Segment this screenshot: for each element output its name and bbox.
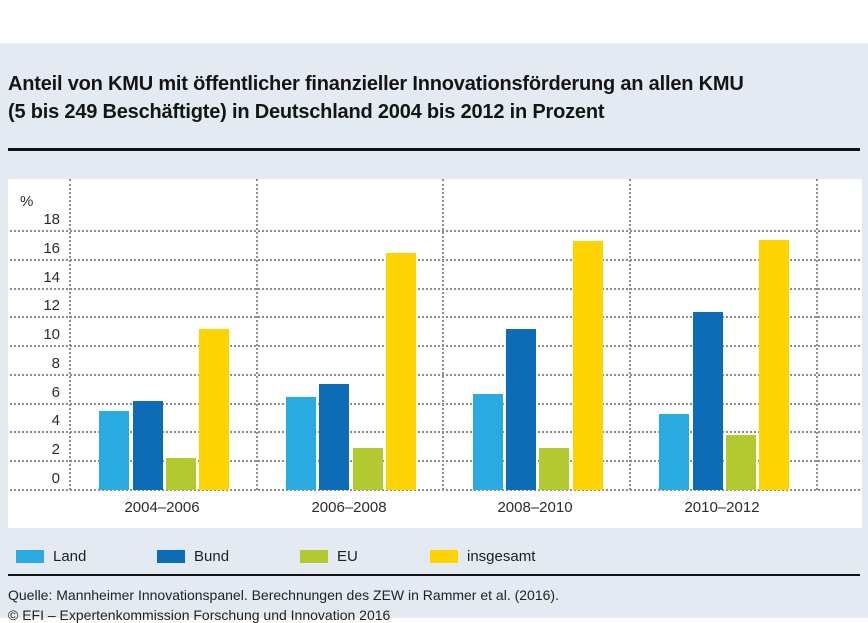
plot-area: % 0 2 4 6 8 10 12 14 16 18 2004–2006 2006–2008 2008–… xyxy=(8,179,862,528)
h-gridline-6 xyxy=(10,403,860,405)
x-category-label-2010-2012: 2010–2012 xyxy=(684,499,760,516)
h-gridline-8 xyxy=(10,374,860,376)
source-text: Quelle: Mannheimer Innovationspanel. Ber… xyxy=(8,587,559,603)
bar-insgesamt-2010-2012 xyxy=(759,240,789,490)
chart-title: Anteil von KMU mit öffentlicher finanzie… xyxy=(8,70,848,126)
y-tick-label-12: 12 xyxy=(43,297,60,314)
bar-eu-2006-2008 xyxy=(353,448,383,490)
bar-insgesamt-2004-2006 xyxy=(199,329,229,490)
bar-bund-2004-2006 xyxy=(133,401,163,490)
y-tick-label-2: 2 xyxy=(51,441,60,458)
bar-bund-2010-2012 xyxy=(693,312,723,490)
bar-land-2004-2006 xyxy=(99,411,129,490)
h-gridline-4 xyxy=(10,431,860,433)
v-gridline-4 xyxy=(816,179,818,490)
chart-title-line-1: Anteil von KMU mit öffentlicher finanzie… xyxy=(8,73,744,95)
h-gridline-2 xyxy=(10,460,860,462)
h-gridline-18 xyxy=(10,230,860,232)
bar-insgesamt-2008-2010 xyxy=(573,241,603,490)
y-tick-label-0: 0 xyxy=(51,470,60,487)
y-tick-label-14: 14 xyxy=(43,269,60,286)
h-gridline-10 xyxy=(10,345,860,347)
y-tick-label-16: 16 xyxy=(43,240,60,257)
bar-bund-2006-2008 xyxy=(319,384,349,490)
y-axis-unit-label: % xyxy=(20,193,34,210)
x-category-label-2006-2008: 2006–2008 xyxy=(311,499,387,516)
bar-land-2010-2012 xyxy=(659,414,689,490)
bar-eu-2008-2010 xyxy=(539,448,569,490)
v-gridline-3 xyxy=(629,179,631,490)
v-gridline-1 xyxy=(256,179,258,490)
bar-eu-2004-2006 xyxy=(166,458,196,490)
y-tick-label-8: 8 xyxy=(51,355,60,372)
title-divider-rule xyxy=(8,148,860,151)
h-gridline-14 xyxy=(10,288,860,290)
bar-eu-2010-2012 xyxy=(726,435,756,490)
bar-bund-2008-2010 xyxy=(506,329,536,490)
h-gridline-0 xyxy=(10,489,860,491)
y-tick-label-4: 4 xyxy=(51,412,60,429)
h-gridline-12 xyxy=(10,316,860,318)
v-gridline-0 xyxy=(69,179,71,490)
y-tick-label-18: 18 xyxy=(43,211,60,228)
y-tick-label-6: 6 xyxy=(51,384,60,401)
v-gridline-2 xyxy=(442,179,444,490)
bar-land-2006-2008 xyxy=(286,397,316,490)
h-gridline-16 xyxy=(10,259,860,261)
chart-title-line-2: (5 bis 249 Beschäftigte) in Deutschland … xyxy=(8,101,605,123)
footer-divider-rule xyxy=(8,574,860,576)
bar-insgesamt-2006-2008 xyxy=(386,253,416,490)
bar-land-2008-2010 xyxy=(473,394,503,490)
y-tick-label-10: 10 xyxy=(43,326,60,343)
x-category-label-2008-2010: 2008–2010 xyxy=(497,499,573,516)
copyright-text: © EFI – Expertenkommission Forschung und… xyxy=(8,607,391,623)
x-category-label-2004-2006: 2004–2006 xyxy=(124,499,200,516)
